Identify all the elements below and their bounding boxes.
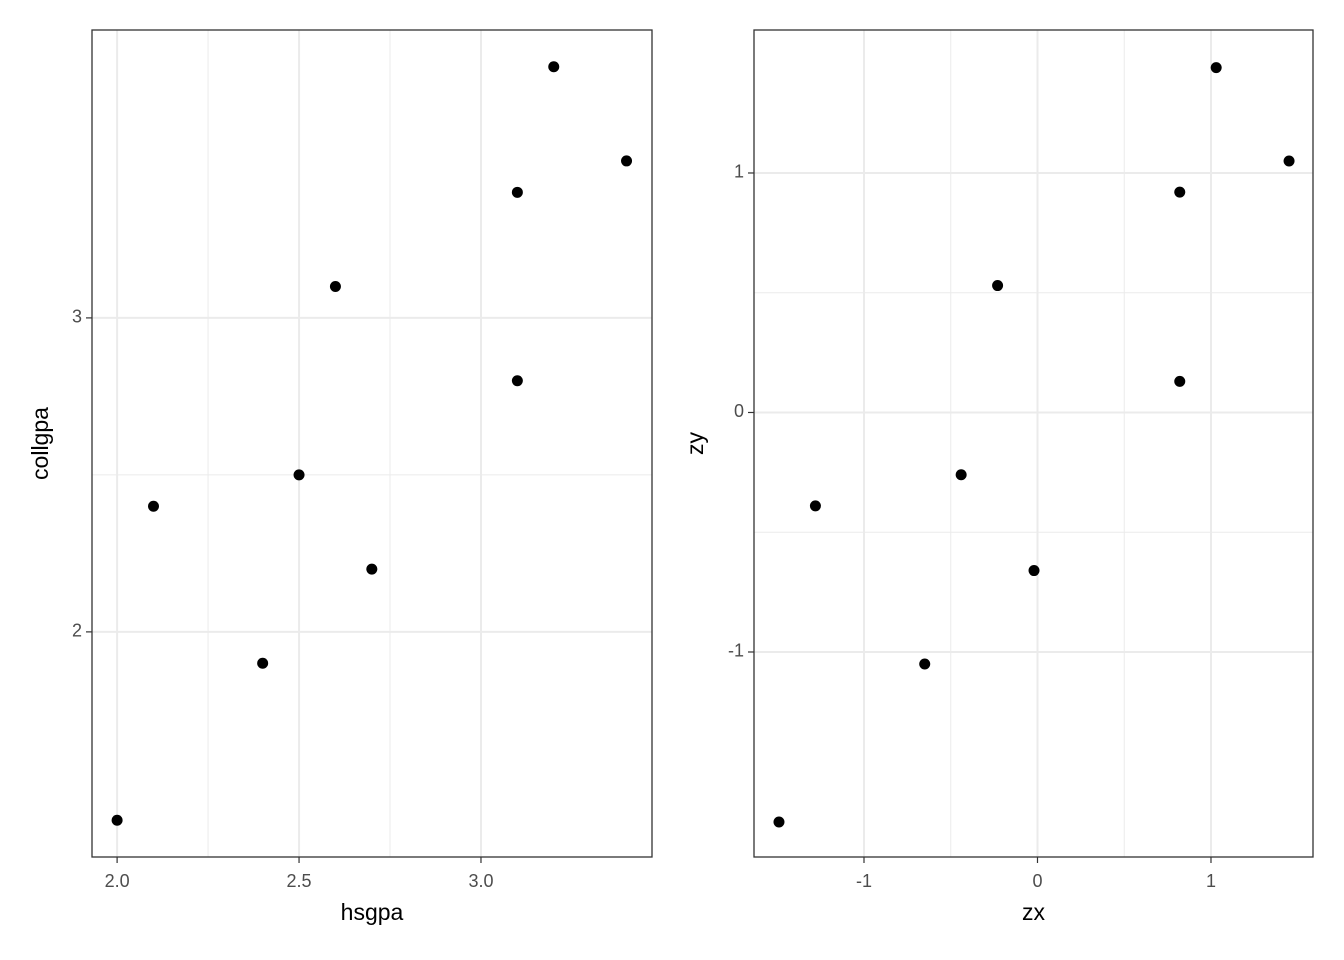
plot-background (92, 30, 652, 857)
y-tick-label: 3 (72, 307, 82, 327)
panel-border (91, 29, 653, 858)
point (773, 816, 785, 828)
point (919, 658, 931, 670)
x-tick-label: -1 (856, 871, 872, 891)
point (257, 657, 269, 669)
point (1210, 62, 1222, 74)
x-axis-title: hsgpa (341, 899, 404, 925)
y-axis-title: collgpa (27, 407, 53, 480)
x-axis-title: zx (1022, 899, 1046, 925)
point (992, 280, 1004, 292)
point (111, 814, 123, 826)
y-tick-label: 1 (734, 162, 744, 182)
point (366, 563, 378, 575)
point (809, 500, 821, 512)
x-tick-label: 2.0 (105, 871, 130, 891)
y-tick-label: 2 (72, 621, 82, 641)
point (955, 469, 967, 481)
x-tick-label: 3.0 (468, 871, 493, 891)
point (548, 61, 560, 73)
y-axis-title: zy (682, 432, 708, 456)
point (1174, 375, 1186, 387)
x-tick-label: 0 (1032, 871, 1042, 891)
y-tick-label: 0 (734, 401, 744, 421)
point (511, 186, 523, 198)
y-tick-label: -1 (728, 641, 744, 661)
point (293, 469, 305, 481)
point (147, 500, 159, 512)
point (1028, 565, 1040, 577)
panel: -1 0 1 -1 0 1 zx zy (682, 29, 1314, 925)
point (1174, 186, 1186, 198)
point (1283, 155, 1295, 167)
point (621, 155, 633, 167)
x-tick-label: 1 (1206, 871, 1216, 891)
point (329, 281, 341, 293)
x-tick-label: 2.5 (287, 871, 312, 891)
panel: 2.0 2.5 3.0 2 3 hsgpa collgpa (27, 29, 653, 925)
panel-border (753, 29, 1314, 858)
plot-background (754, 30, 1313, 857)
point (511, 375, 523, 387)
